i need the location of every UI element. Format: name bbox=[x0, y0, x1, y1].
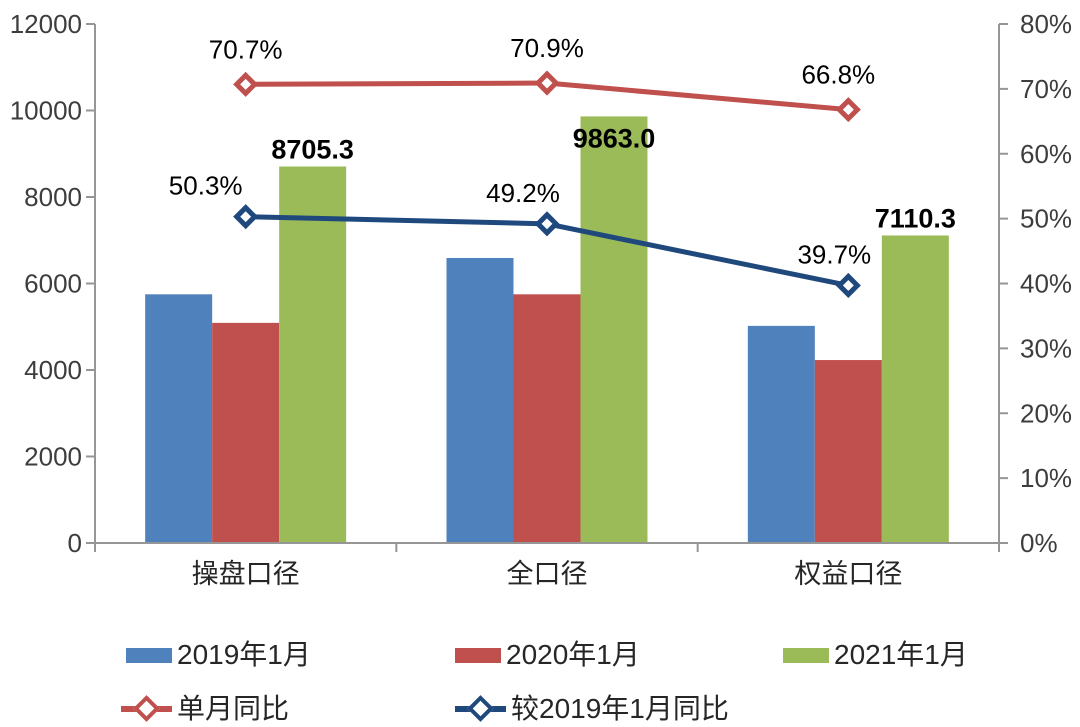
bar-2020年1月-权益口径 bbox=[814, 360, 882, 543]
right-tick-label: 70% bbox=[1020, 74, 1072, 104]
legend-item-line-monthly-yoy: 单月同比 bbox=[121, 693, 289, 725]
bar-2020年1月-全口径 bbox=[513, 294, 581, 543]
left-tick-label: 8000 bbox=[24, 182, 82, 212]
left-tick-label: 10000 bbox=[10, 96, 82, 126]
line-marker-icon bbox=[455, 695, 506, 722]
legend-item-bar-2021: 2021年1月 bbox=[783, 639, 968, 671]
left-tick-label: 0 bbox=[68, 528, 82, 558]
bar-value-label: 7110.3 bbox=[875, 203, 956, 233]
legend-label-2019: 2019年1月 bbox=[177, 639, 311, 670]
legend-swatch-2020 bbox=[455, 647, 501, 663]
line-value-label: 49.2% bbox=[486, 178, 560, 208]
right-tick-label: 40% bbox=[1020, 269, 1072, 299]
left-tick-label: 6000 bbox=[24, 269, 82, 299]
legend-swatch-2019 bbox=[126, 647, 172, 663]
line-marker-icon bbox=[121, 695, 172, 722]
legend-item-line-vs2019-yoy: 较2019年1月同比 bbox=[455, 693, 729, 725]
left-tick-label: 12000 bbox=[10, 9, 82, 39]
line-value-label: 39.7% bbox=[797, 239, 871, 269]
line-value-label: 50.3% bbox=[169, 171, 243, 201]
bar-value-label: 9863.0 bbox=[573, 123, 656, 153]
right-tick-label: 60% bbox=[1020, 139, 1072, 169]
line-value-label: 70.7% bbox=[209, 34, 283, 64]
legend-item-bar-2019: 2019年1月 bbox=[126, 639, 311, 671]
plot-area: 0 2000 4000 6000 8000 10000 12000 0% 10% 20% 30% 40… bbox=[10, 9, 1072, 589]
legend-item-bar-2020: 2020年1月 bbox=[455, 639, 640, 671]
diamond-marker-icon bbox=[534, 211, 560, 237]
line-value-label: 70.9% bbox=[510, 33, 584, 63]
category-label: 权益口径 bbox=[794, 559, 902, 589]
left-tick-label: 2000 bbox=[24, 442, 82, 472]
bar-2019年1月-权益口径 bbox=[747, 325, 815, 543]
legend-label-2021: 2021年1月 bbox=[834, 639, 968, 670]
diamond-marker-icon bbox=[233, 71, 259, 97]
right-tick-label: 30% bbox=[1020, 333, 1072, 363]
diamond-marker-icon bbox=[467, 695, 494, 722]
category-label: 全口径 bbox=[507, 559, 588, 589]
bar-2019年1月-全口径 bbox=[446, 257, 514, 543]
diamond-marker-icon bbox=[133, 695, 160, 722]
left-tick-label: 4000 bbox=[24, 355, 82, 385]
category-label: 操盘口径 bbox=[192, 559, 300, 589]
right-tick-label: 20% bbox=[1020, 398, 1072, 428]
diamond-marker-icon bbox=[534, 70, 560, 96]
legend-label-vs2019-yoy: 较2019年1月同比 bbox=[511, 693, 729, 724]
diamond-marker-icon bbox=[835, 272, 861, 298]
legend-label-monthly-yoy: 单月同比 bbox=[177, 693, 290, 724]
legend-swatch-2021 bbox=[783, 647, 829, 663]
bar-2021年1月-权益口径 bbox=[881, 235, 949, 543]
bar-2019年1月-操盘口径 bbox=[145, 294, 213, 543]
bar-2021年1月-操盘口径 bbox=[279, 166, 347, 543]
legend-label-2020: 2020年1月 bbox=[506, 639, 640, 670]
right-tick-label: 50% bbox=[1020, 204, 1072, 234]
line-value-label: 66.8% bbox=[801, 60, 875, 90]
right-tick-label: 80% bbox=[1020, 9, 1072, 39]
bar-2021年1月-全口径 bbox=[580, 116, 648, 544]
bar-2020年1月-操盘口径 bbox=[212, 322, 280, 543]
right-tick-label: 10% bbox=[1020, 463, 1072, 493]
diamond-marker-icon bbox=[233, 204, 259, 230]
diamond-marker-icon bbox=[835, 97, 861, 123]
right-tick-label: 0% bbox=[1020, 528, 1058, 558]
bar-value-label: 8705.3 bbox=[271, 134, 354, 164]
